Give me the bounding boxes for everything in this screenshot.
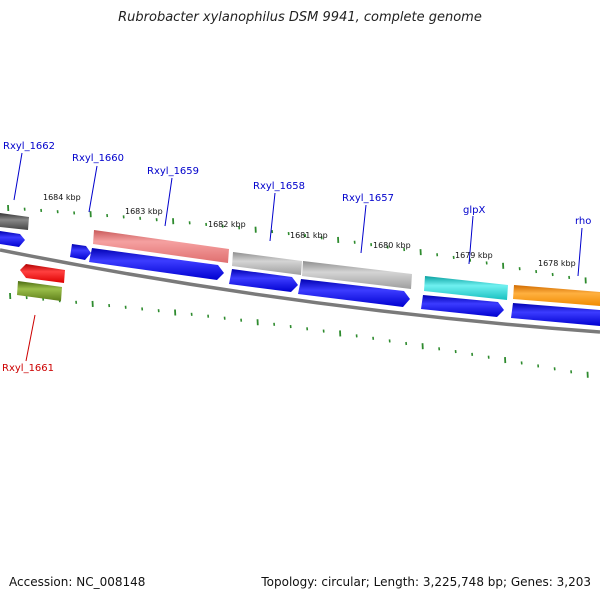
cds-rxyl-1657[interactable]	[298, 279, 410, 307]
feature-rxyl-1659[interactable]	[93, 230, 229, 263]
label-rxyl-1661[interactable]: Rxyl_1661	[2, 363, 54, 374]
scale-ticks-inner	[9, 292, 589, 378]
scale-label-1682: 1682 kbp	[208, 220, 246, 229]
cds-rho[interactable]	[511, 303, 600, 326]
label-glpx[interactable]: glpX	[463, 205, 485, 216]
cds-rxyl-1659[interactable]	[89, 248, 224, 280]
feature-rxyl-1657[interactable]	[302, 261, 412, 289]
label-rho[interactable]: rho	[575, 216, 591, 227]
cds-track	[0, 231, 600, 326]
genome-backbone	[0, 248, 600, 334]
reverse-track	[17, 264, 65, 301]
cds-rxyl-1662[interactable]	[0, 231, 25, 247]
genome-title: Rubrobacter xylanophilus DSM 9941, compl…	[118, 10, 482, 25]
scale-label-1680: 1680 kbp	[373, 241, 411, 250]
connector-glpx	[468, 215, 474, 265]
cds-rxyl-1658[interactable]	[229, 269, 298, 292]
feature-rxyl-1661[interactable]	[17, 281, 62, 301]
feature-glpx[interactable]	[424, 276, 508, 300]
cds-rxyl-1661[interactable]	[20, 264, 65, 283]
topology-text: Topology: circular; Length: 3,225,748 bp…	[261, 575, 591, 589]
connector-rxyl-1659	[164, 177, 173, 227]
cds-glpx[interactable]	[421, 295, 504, 317]
feature-rxyl-1662[interactable]	[0, 213, 29, 230]
scale-label-1681: 1681 kbp	[290, 231, 328, 240]
feature-track	[0, 213, 600, 306]
cds-rxyl-1660[interactable]	[70, 244, 91, 260]
label-rxyl-1658[interactable]: Rxyl_1658	[253, 181, 305, 192]
connector-rho	[577, 227, 583, 277]
label-rxyl-1662[interactable]: Rxyl_1662	[3, 141, 55, 152]
scale-label-1683: 1683 kbp	[125, 207, 163, 216]
feature-rho[interactable]	[513, 285, 600, 306]
connector-rxyl-1658	[269, 192, 276, 242]
connector-rxyl-1657	[360, 204, 367, 254]
accession-text: Accession: NC_008148	[9, 575, 146, 589]
scale-ticks-outer	[7, 204, 587, 284]
scale-label-1679: 1679 kbp	[455, 251, 493, 260]
connector-rxyl-1660	[88, 165, 98, 213]
label-rxyl-1660[interactable]: Rxyl_1660	[72, 153, 124, 164]
label-rxyl-1659[interactable]: Rxyl_1659	[147, 166, 199, 177]
scale-label-1678: 1678 kbp	[538, 259, 576, 268]
connector-rxyl-1661	[25, 314, 36, 362]
label-rxyl-1657[interactable]: Rxyl_1657	[342, 193, 394, 204]
label-connectors	[13, 152, 583, 362]
scale-label-1684: 1684 kbp	[43, 193, 81, 202]
connector-rxyl-1662	[13, 152, 23, 201]
feature-rxyl-1658[interactable]	[232, 252, 302, 275]
